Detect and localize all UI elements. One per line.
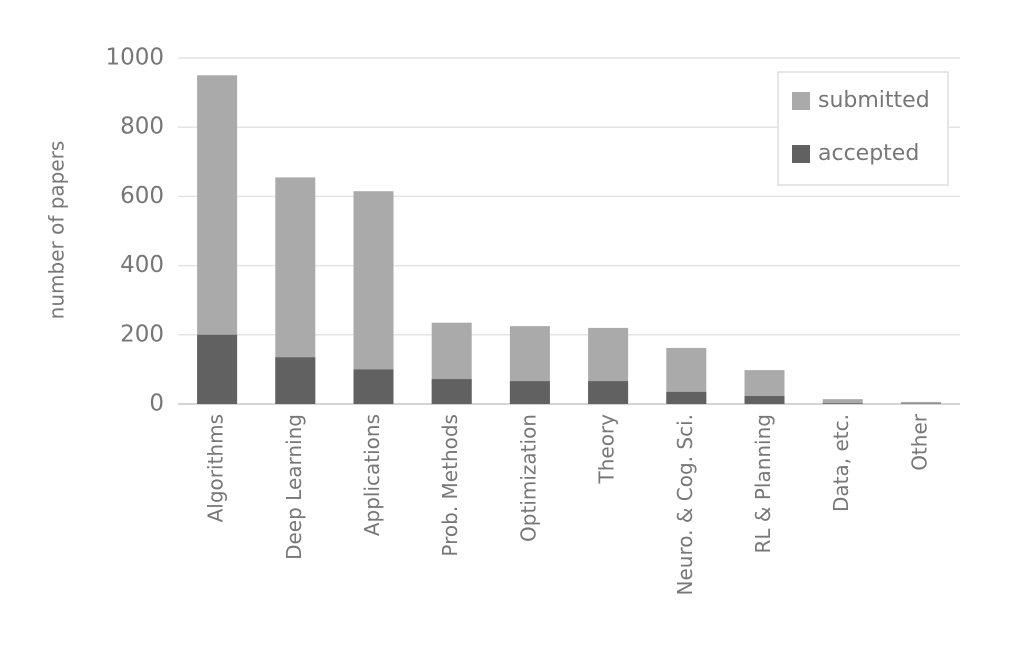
x-tick-label: Deep Learning (282, 414, 306, 560)
y-tick-label: 0 (149, 391, 164, 417)
bar (509, 381, 550, 404)
bar (666, 391, 707, 404)
legend-label: accepted (818, 141, 919, 166)
legend-swatch (792, 145, 810, 163)
bar (900, 401, 941, 404)
bar (353, 369, 394, 404)
x-tick-label: Theory (595, 414, 619, 485)
bar (588, 381, 629, 404)
y-tick-label: 1000 (105, 45, 164, 71)
x-tick-label: Applications (360, 414, 384, 536)
x-tick-label: Algorithms (204, 414, 228, 522)
x-tick-label: Optimization (516, 414, 540, 542)
bar (822, 403, 863, 404)
y-tick-label: 600 (120, 183, 164, 209)
x-tick-label: Data, etc. (829, 414, 853, 512)
x-tick-label: RL & Planning (751, 414, 775, 554)
legend-label: submitted (818, 88, 930, 113)
y-axis-label: number of papers (45, 141, 69, 320)
x-tick-label: Prob. Methods (438, 414, 462, 557)
x-tick-label: Neuro. & Cog. Sci. (673, 414, 697, 596)
y-tick-label: 200 (120, 321, 164, 347)
bar (822, 399, 863, 404)
bar (353, 191, 394, 404)
legend-swatch (792, 92, 810, 110)
x-tick-label: Other (907, 413, 931, 471)
y-tick-label: 400 (120, 252, 164, 278)
y-tick-label: 800 (120, 114, 164, 140)
bar (431, 379, 472, 404)
bar (275, 357, 316, 404)
bar (744, 396, 785, 404)
legend-box (777, 71, 949, 186)
bar (197, 334, 238, 404)
